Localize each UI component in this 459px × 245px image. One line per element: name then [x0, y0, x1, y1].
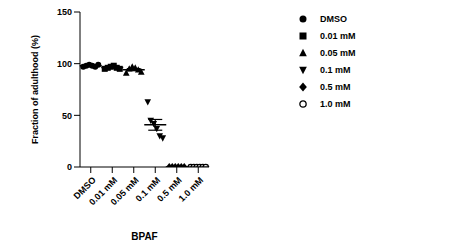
- svg-text:0.05 mM: 0.05 mM: [109, 175, 141, 207]
- html-text:0.5 mM: 0.5 mM: [320, 81, 351, 92]
- svg-text:1.0 mM: 1.0 mM: [177, 175, 206, 204]
- svg-text:Fraction of adulthood (%): Fraction of adulthood (%): [30, 35, 40, 144]
- svg-text:0: 0: [67, 162, 72, 172]
- html-text:1.0 mM: 1.0 mM: [320, 98, 351, 109]
- html-text:DMSO: DMSO: [320, 13, 347, 24]
- svg-text:0.1 mM: 0.1 mM: [133, 175, 163, 204]
- svg-text:0.5 mM: 0.5 mM: [155, 175, 184, 204]
- html-text:0.01 mM: 0.01 mM: [320, 30, 356, 41]
- html-text:0.1 mM: 0.1 mM: [320, 64, 351, 75]
- svg-text:100: 100: [57, 59, 72, 69]
- svg-text:50: 50: [62, 111, 72, 121]
- html-text:0.05 mM: 0.05 mM: [320, 47, 356, 58]
- svg-text:DMSO: DMSO: [71, 175, 98, 202]
- svg-text:0.01 mM: 0.01 mM: [87, 175, 120, 208]
- svg-text:150: 150: [57, 7, 72, 17]
- svg-text:BPAF: BPAF: [131, 231, 157, 242]
